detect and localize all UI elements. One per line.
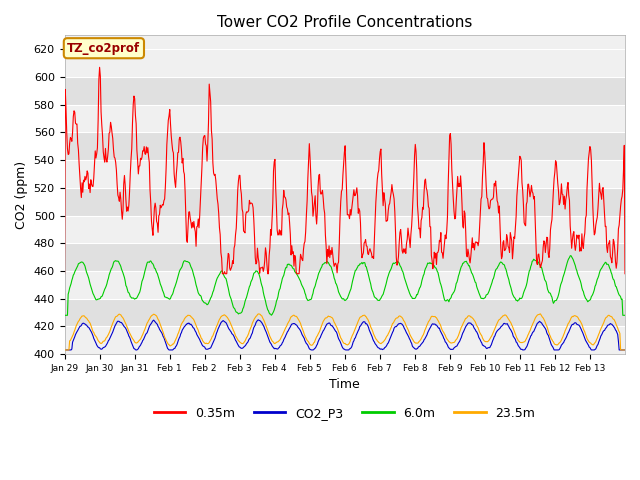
Legend: 0.35m, CO2_P3, 6.0m, 23.5m: 0.35m, CO2_P3, 6.0m, 23.5m <box>149 402 540 425</box>
Bar <box>65 216 625 243</box>
X-axis label: Time: Time <box>330 378 360 391</box>
Bar <box>65 271 625 299</box>
Y-axis label: CO2 (ppm): CO2 (ppm) <box>15 161 28 229</box>
Bar <box>65 299 625 326</box>
Bar <box>65 49 625 77</box>
Bar <box>65 160 625 188</box>
Text: TZ_co2prof: TZ_co2prof <box>67 42 140 55</box>
Bar <box>65 132 625 160</box>
Bar <box>65 105 625 132</box>
Title: Tower CO2 Profile Concentrations: Tower CO2 Profile Concentrations <box>217 15 472 30</box>
Bar <box>65 326 625 354</box>
Bar <box>65 243 625 271</box>
Bar <box>65 188 625 216</box>
Bar <box>65 77 625 105</box>
